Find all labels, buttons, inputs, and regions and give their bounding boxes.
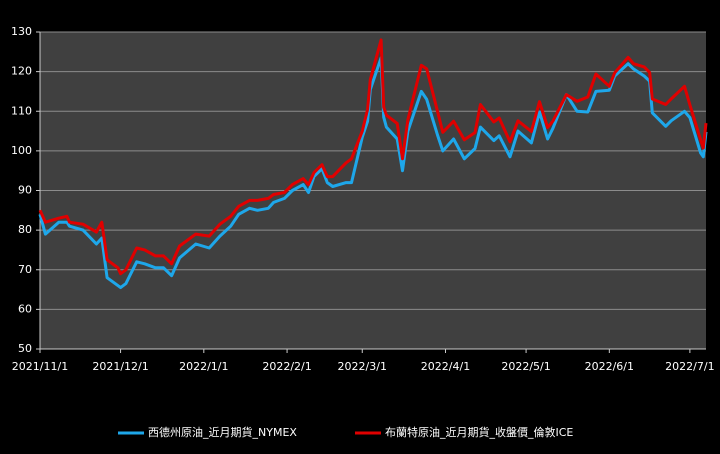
series-line <box>38 38 708 276</box>
y-tick-label: 50 <box>18 342 32 355</box>
x-tick-label: 2022/1/1 <box>179 360 228 373</box>
y-tick-label: 60 <box>18 302 32 315</box>
legend-label: 布蘭特原油_近月期貨_收盤價_倫敦ICE <box>385 425 573 439</box>
y-tick-label: 120 <box>11 65 32 78</box>
x-tick-label: 2021/12/1 <box>92 360 148 373</box>
x-tick-label: 2022/7/1 <box>665 360 714 373</box>
x-tick-label: 2022/2/1 <box>262 360 311 373</box>
x-tick-label: 2021/11/1 <box>12 360 68 373</box>
y-tick-label: 110 <box>11 104 32 117</box>
legend-label: 西德州原油_近月期貨_NYMEX <box>148 425 297 439</box>
y-tick-label: 100 <box>11 144 32 157</box>
series-line <box>38 56 708 290</box>
x-tick-label: 2022/6/1 <box>585 360 634 373</box>
y-tick-label: 70 <box>18 263 32 276</box>
x-tick-label: 2022/3/1 <box>338 360 387 373</box>
y-tick-label: 90 <box>18 184 32 197</box>
y-tick-label: 80 <box>18 223 32 236</box>
y-tick-label: 130 <box>11 25 32 38</box>
x-tick-label: 2022/5/1 <box>501 360 550 373</box>
x-tick-label: 2022/4/1 <box>421 360 470 373</box>
